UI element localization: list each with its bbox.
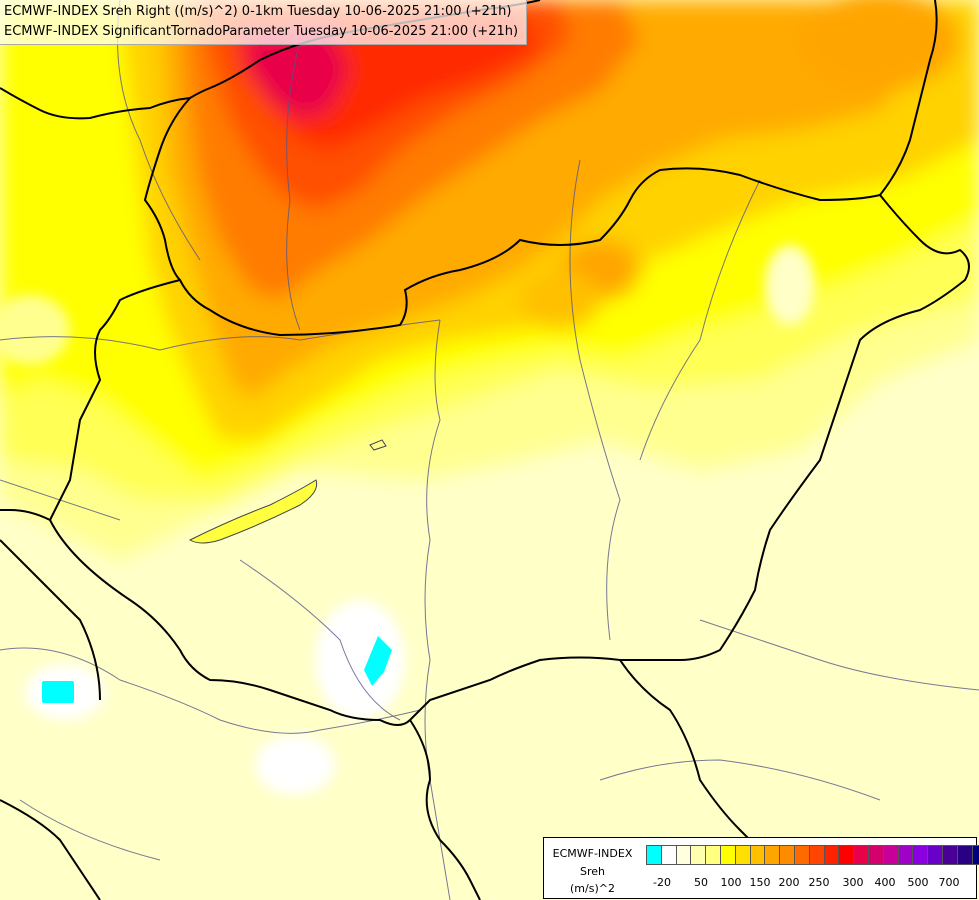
legend-tick-label: 250 <box>808 876 830 889</box>
legend-swatch <box>793 845 810 865</box>
legend-swatch <box>690 845 707 865</box>
legend-swatch <box>882 845 899 865</box>
legend-swatch <box>719 845 736 865</box>
legend-swatches <box>646 845 979 865</box>
legend-swatch <box>675 845 692 865</box>
legend-swatch <box>867 845 884 865</box>
sreh-contours <box>0 0 979 560</box>
legend-swatch <box>927 845 943 865</box>
cyan-spot-central <box>364 636 392 686</box>
legend-swatch <box>660 845 677 865</box>
legend-swatch <box>734 845 751 865</box>
legend-swatch <box>941 845 958 865</box>
color-legend: ECMWF-INDEX Sreh (m/s)^2 -20 50 100 150 200 2… <box>543 837 979 899</box>
low-sreh-spots <box>0 245 815 795</box>
legend-swatch <box>853 845 869 865</box>
cyan-spot-west <box>42 681 74 703</box>
legend-tick-label: 50 <box>694 876 708 889</box>
map-title-sreh: ECMWF-INDEX Sreh Right ((m/s)^2) 0-1km T… <box>4 4 512 19</box>
legend-swatch <box>646 845 662 865</box>
legend-swatch <box>823 845 840 865</box>
legend-swatch <box>808 845 825 865</box>
legend-title-variable: Sreh <box>579 865 605 878</box>
legend-swatch <box>971 845 979 865</box>
legend-title-unit: (m/s)^2 <box>570 882 615 895</box>
legend-swatch <box>912 845 929 865</box>
legend-swatch <box>764 845 781 865</box>
legend-swatch <box>956 845 973 865</box>
lake-balaton <box>188 479 318 544</box>
legend-swatch <box>705 845 721 865</box>
legend-tick-label: 150 <box>749 876 771 889</box>
legend-tick-label: -20 <box>653 876 671 889</box>
legend-tick-label: 500 <box>907 876 929 889</box>
map-title-box: ECMWF-INDEX Sreh Right ((m/s)^2) 0-1km T… <box>0 0 527 45</box>
legend-swatch <box>897 845 914 865</box>
legend-swatch <box>838 845 855 865</box>
legend-tick-label: 200 <box>778 876 800 889</box>
legend-tick-label: 700 <box>938 876 960 889</box>
legend-tick-label: 300 <box>842 876 864 889</box>
lake-small <box>369 439 387 451</box>
legend-title-model: ECMWF-INDEX <box>552 847 633 860</box>
map-title-stp: ECMWF-INDEX SignificantTornadoParameter … <box>4 24 519 39</box>
legend-swatch <box>749 845 766 865</box>
legend-swatch <box>779 845 795 865</box>
legend-tick-label: 400 <box>874 876 896 889</box>
legend-tick-label: 100 <box>720 876 742 889</box>
